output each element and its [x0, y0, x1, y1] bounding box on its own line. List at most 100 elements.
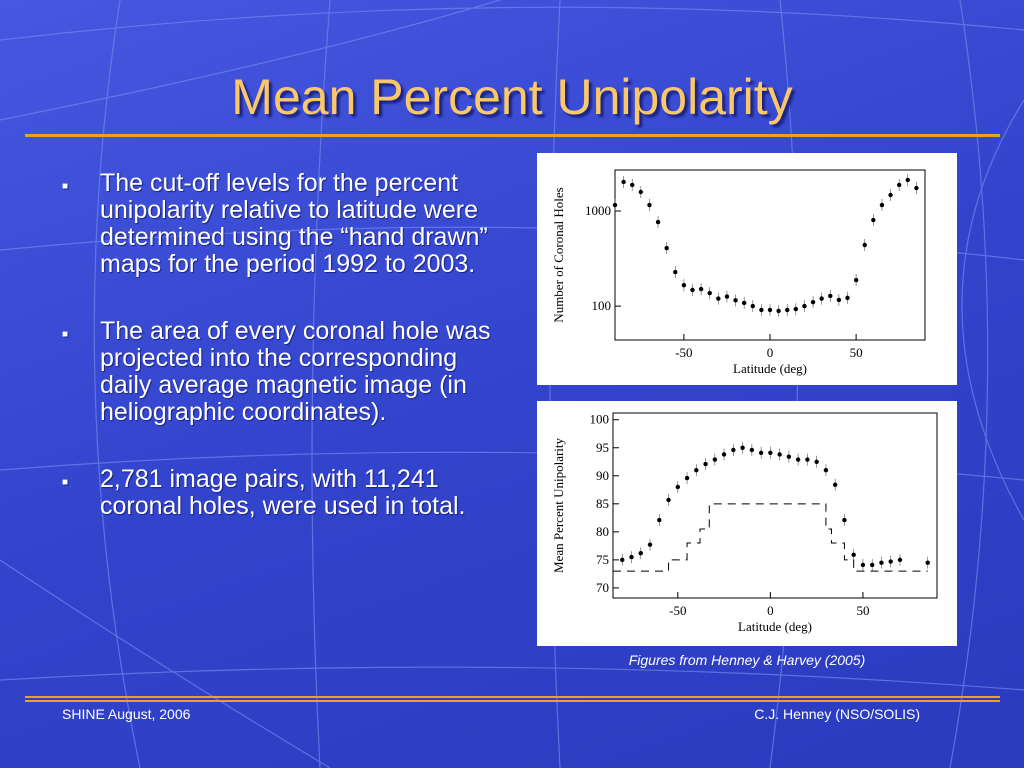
bullet: The area of every coronal hole was proje…	[62, 318, 502, 426]
data-point	[905, 177, 910, 183]
data-point	[684, 475, 690, 481]
data-point	[871, 217, 876, 223]
data-point	[810, 299, 816, 305]
footer-rule	[25, 696, 1000, 698]
data-point	[666, 497, 671, 503]
data-point	[786, 454, 792, 459]
x-tick-label: 0	[767, 603, 774, 618]
data-point	[793, 306, 799, 312]
data-point	[897, 557, 903, 563]
data-point	[814, 459, 819, 464]
data-point	[721, 452, 727, 457]
data-point	[785, 307, 790, 313]
data-point	[655, 219, 661, 225]
data-point	[638, 550, 643, 556]
plot-frame	[612, 412, 938, 599]
data-point	[805, 457, 810, 462]
data-point	[664, 245, 669, 251]
y-tick-label: 1000	[585, 203, 611, 218]
x-tick-label: 0	[767, 345, 774, 360]
y-axis-label: Number of Coronal Holes	[551, 187, 566, 322]
data-point	[647, 202, 652, 208]
data-point	[630, 182, 635, 188]
figure: -50 0 50 70 75 80 85 90 95 100 Latitude (deg) Mean …	[537, 401, 957, 646]
y-tick-label: 70	[596, 580, 609, 595]
data-point	[621, 179, 626, 185]
data-point	[776, 308, 781, 314]
data-point	[870, 562, 875, 568]
y-tick-label: 85	[596, 496, 609, 511]
data-point	[731, 447, 736, 453]
data-point	[703, 461, 708, 467]
y-tick-label: 75	[596, 552, 609, 567]
slide-title: Mean Percent Unipolarity	[231, 69, 793, 125]
data-point	[828, 293, 833, 299]
data-point	[675, 484, 680, 490]
x-tick-label: 50	[850, 345, 863, 360]
data-point	[795, 457, 801, 462]
x-axis-label: Latitude (deg)	[733, 361, 807, 376]
y-tick-label: 95	[596, 440, 609, 455]
footer-right: C.J. Henney (NSO/SOLIS)	[754, 706, 920, 722]
y-tick-label: 90	[596, 468, 609, 483]
x-axis-label: Latitude (deg)	[738, 619, 812, 634]
data-point	[845, 295, 850, 301]
data-point	[925, 560, 930, 565]
step-line	[613, 503, 928, 572]
data-point	[767, 307, 773, 313]
data-point	[888, 192, 893, 198]
data-point	[758, 450, 764, 456]
data-point	[768, 450, 773, 456]
data-point	[819, 296, 824, 301]
data-point	[749, 447, 755, 453]
caption: Figures from Henney & Harvey (2005)	[628, 652, 866, 668]
data-point	[750, 303, 755, 309]
y-tick-label: 100	[592, 298, 612, 313]
data-point	[647, 542, 653, 547]
title-rule	[25, 134, 1000, 137]
data-point	[823, 467, 829, 473]
bullet-list: The cut-off levels for the percent unipo…	[62, 170, 502, 560]
data-point	[879, 560, 884, 565]
data-point	[759, 307, 764, 313]
data-point	[612, 202, 618, 208]
data-point	[694, 467, 699, 473]
data-point	[673, 269, 678, 275]
data-point	[862, 242, 867, 248]
data-point	[690, 287, 695, 293]
data-point	[914, 185, 919, 191]
data-point	[842, 517, 847, 523]
footer-rule	[25, 700, 1000, 702]
data-point	[629, 554, 634, 560]
data-point	[853, 277, 859, 283]
data-point	[681, 282, 687, 288]
data-point	[896, 182, 902, 188]
x-tick-label: -50	[669, 603, 686, 618]
data-point	[712, 457, 718, 462]
footer-left: SHINE August, 2006	[62, 706, 191, 722]
data-point	[698, 286, 704, 292]
data-point	[777, 452, 782, 457]
data-point	[802, 303, 807, 309]
bullet: The cut-off levels for the percent unipo…	[62, 170, 502, 278]
x-tick-label: -50	[675, 345, 692, 360]
bullet: 2,781 image pairs, with 11,241 coronal h…	[62, 466, 502, 520]
data-point	[741, 300, 747, 306]
data-point	[620, 557, 625, 563]
data-point	[832, 482, 838, 487]
data-point	[638, 189, 644, 195]
data-point	[888, 559, 893, 564]
figure: -50 0 50 100 1000 Latitude (deg) Number of Cor…	[537, 153, 957, 385]
data-point	[836, 297, 842, 303]
data-point	[657, 517, 662, 523]
data-point	[851, 552, 856, 558]
data-point	[707, 290, 712, 296]
y-axis-label: Mean Percent Unipolarity	[551, 437, 566, 573]
y-tick-label: 100	[590, 412, 610, 427]
data-point	[860, 562, 866, 568]
data-point	[740, 445, 745, 450]
x-tick-label: 50	[856, 603, 869, 618]
data-point	[733, 298, 738, 303]
data-point	[724, 294, 730, 299]
